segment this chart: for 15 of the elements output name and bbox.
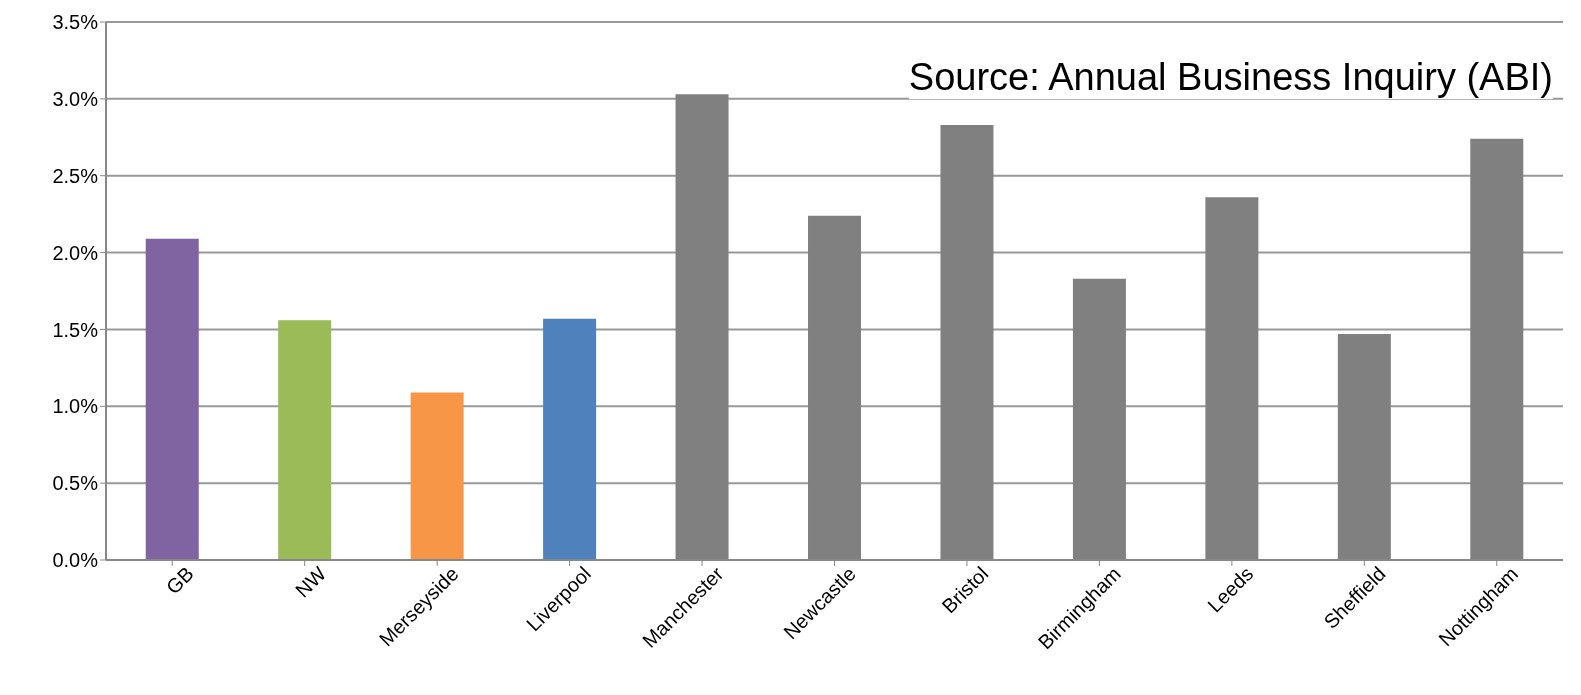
bar (278, 320, 332, 560)
y-tick-label: 1.5% (52, 318, 99, 341)
x-tick-label: NW (291, 562, 331, 602)
y-tick-label: 2.5% (52, 164, 99, 187)
bar (145, 238, 199, 560)
y-tick-label: 1.0% (52, 395, 99, 418)
bar (410, 392, 464, 560)
bar (543, 318, 597, 560)
x-tick-label: GB (161, 562, 198, 599)
y-tick-label: 3.5% (52, 11, 99, 34)
y-tick-label: 0.0% (52, 549, 99, 572)
y-tick-label: 2.0% (52, 241, 99, 264)
annotation: Source: Annual Business Inquiry (ABI) (908, 56, 1553, 99)
y-tick-label: 0.5% (52, 472, 99, 495)
y-tick-label: 3.0% (52, 87, 99, 110)
